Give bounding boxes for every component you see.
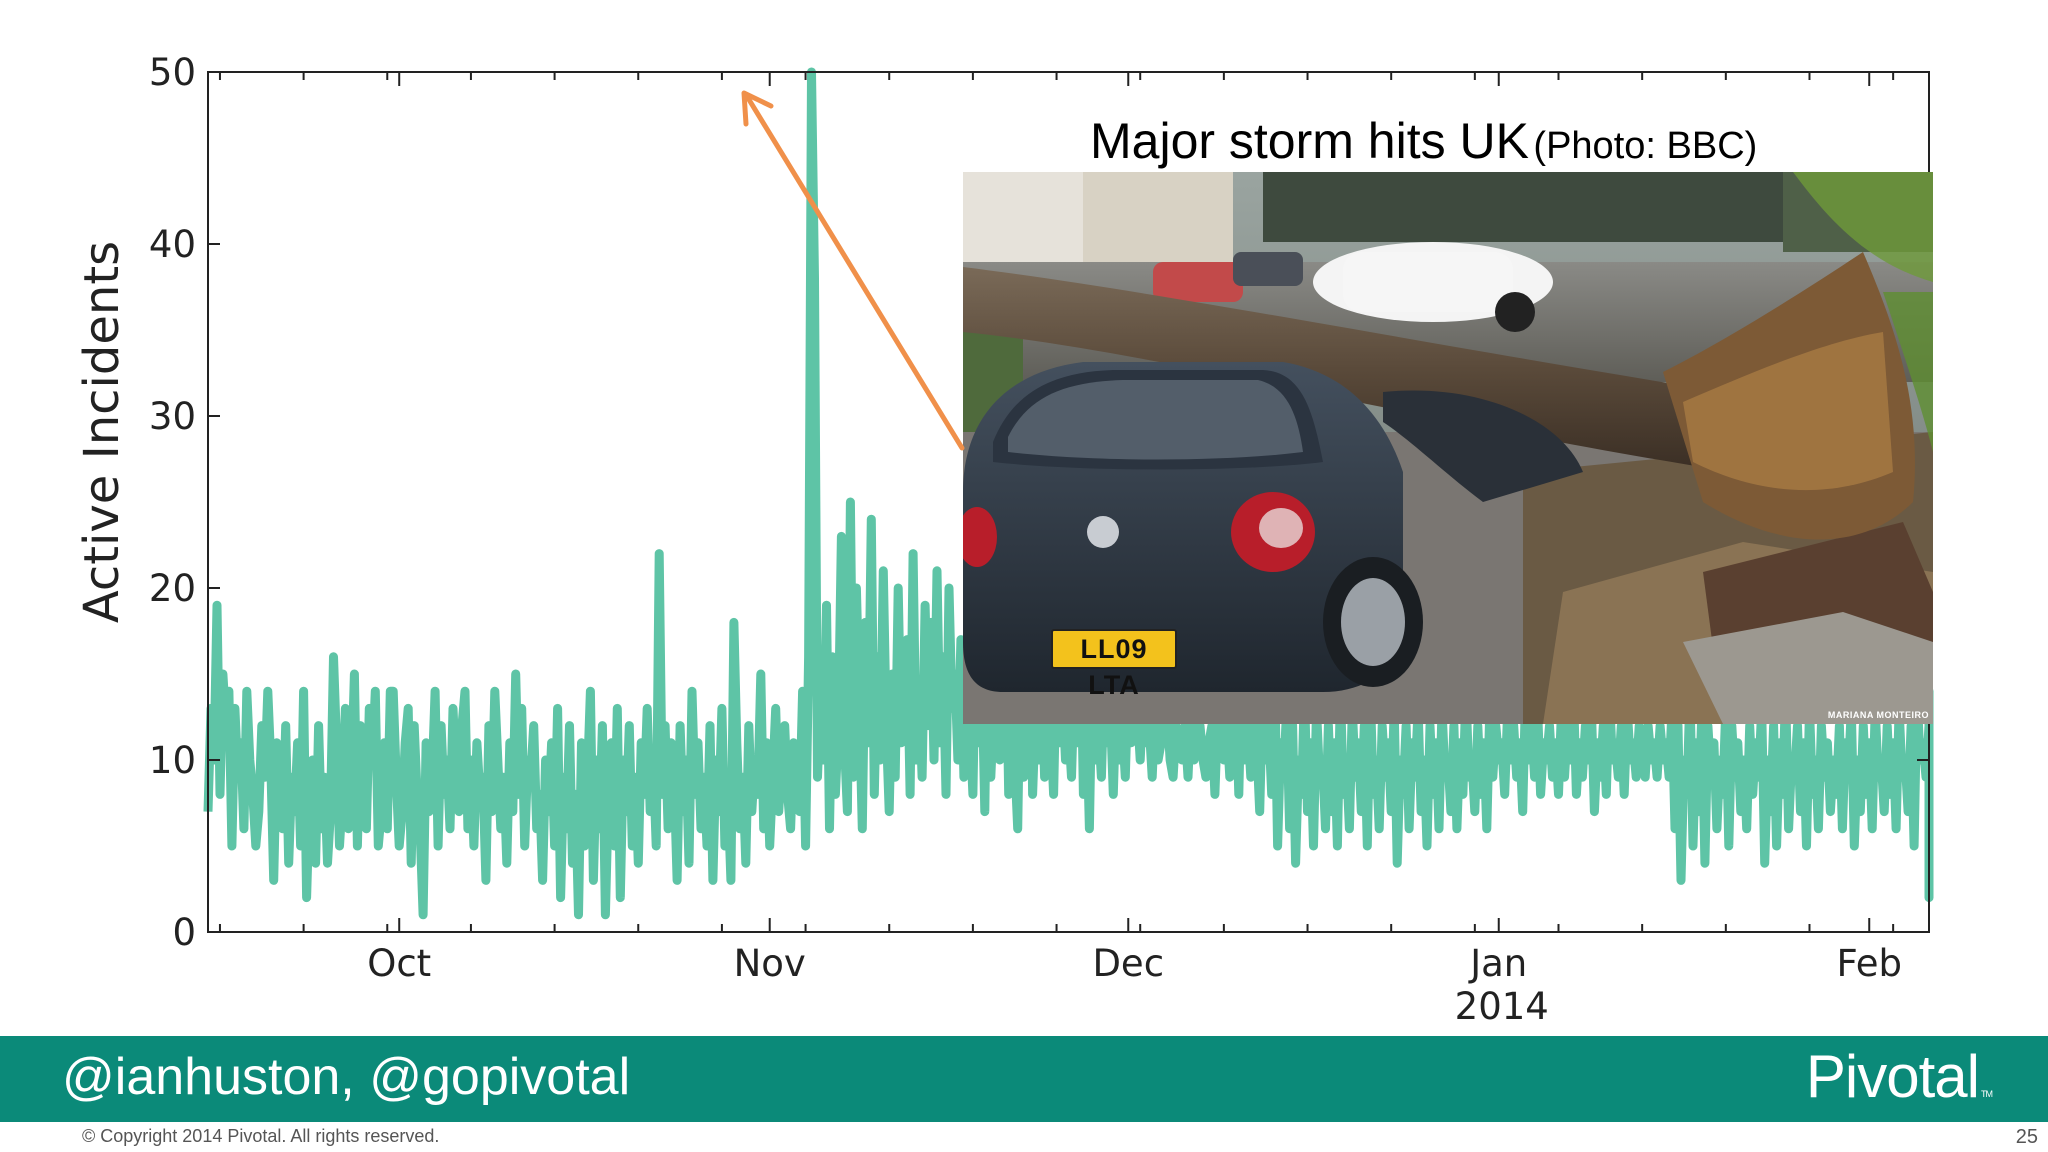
x-tick-sublabel: 2014	[1455, 985, 1549, 1028]
copyright-notice: © Copyright 2014 Pivotal. All rights res…	[82, 1126, 440, 1146]
pivotal-logo: Pivotal TM	[1805, 1042, 1993, 1129]
footer-banner: @ianhuston, @gopivotal Pivotal TM	[0, 1036, 2048, 1122]
y-tick-label: 40	[149, 223, 196, 266]
y-tick-label: 50	[149, 51, 196, 94]
logo-text: Pivotal	[1805, 1043, 1980, 1110]
twitter-handles: @ianhuston, @gopivotal	[62, 1048, 631, 1106]
y-tick-label: 20	[149, 567, 196, 610]
y-tick-label: 30	[149, 395, 196, 438]
annotation-title-credit: (Photo: BBC)	[1533, 125, 1758, 167]
license-plate: LL09 LTA	[1051, 629, 1177, 700]
y-tick-label: 10	[149, 739, 196, 782]
photo-watermark: MARIANA MONTEIRO	[1827, 710, 1929, 720]
page-number: 25	[2015, 1126, 2038, 1148]
storm-photo: LL09 LTA MARIANA MONTEIRO	[963, 172, 1933, 724]
x-tick-label: Nov	[734, 942, 806, 985]
y-tick-label: 0	[172, 911, 196, 954]
x-tick-label: Jan	[1468, 942, 1527, 985]
annotation-title: Major storm hits UK (Photo: BBC)	[1090, 112, 1850, 170]
logo-trademark: TM	[1981, 1089, 1993, 1099]
x-tick-label: Dec	[1092, 942, 1164, 985]
annotation-title-main: Major storm hits UK	[1090, 113, 1529, 169]
x-tick-label: Feb	[1836, 942, 1902, 985]
x-tick-label: Oct	[367, 942, 431, 985]
y-axis-label: Active Incidents	[74, 241, 130, 623]
